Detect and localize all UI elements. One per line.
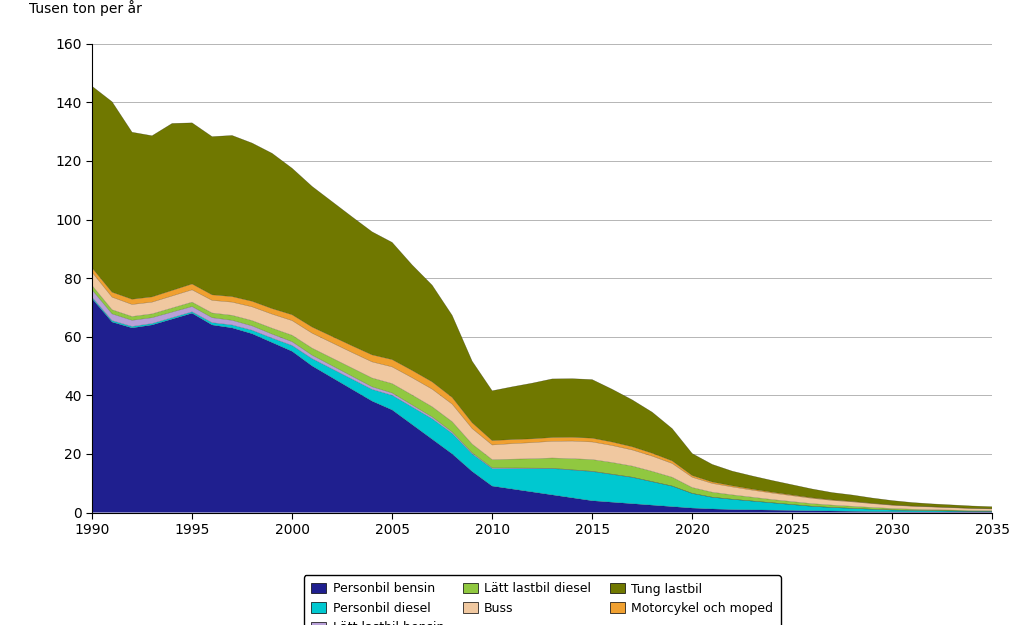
Legend: Personbil bensin, Personbil diesel, Lätt lastbil bensin, Lätt lastbil diesel, Bu: Personbil bensin, Personbil diesel, Lätt…: [304, 575, 781, 625]
Text: Tusen ton per år: Tusen ton per år: [29, 0, 142, 16]
